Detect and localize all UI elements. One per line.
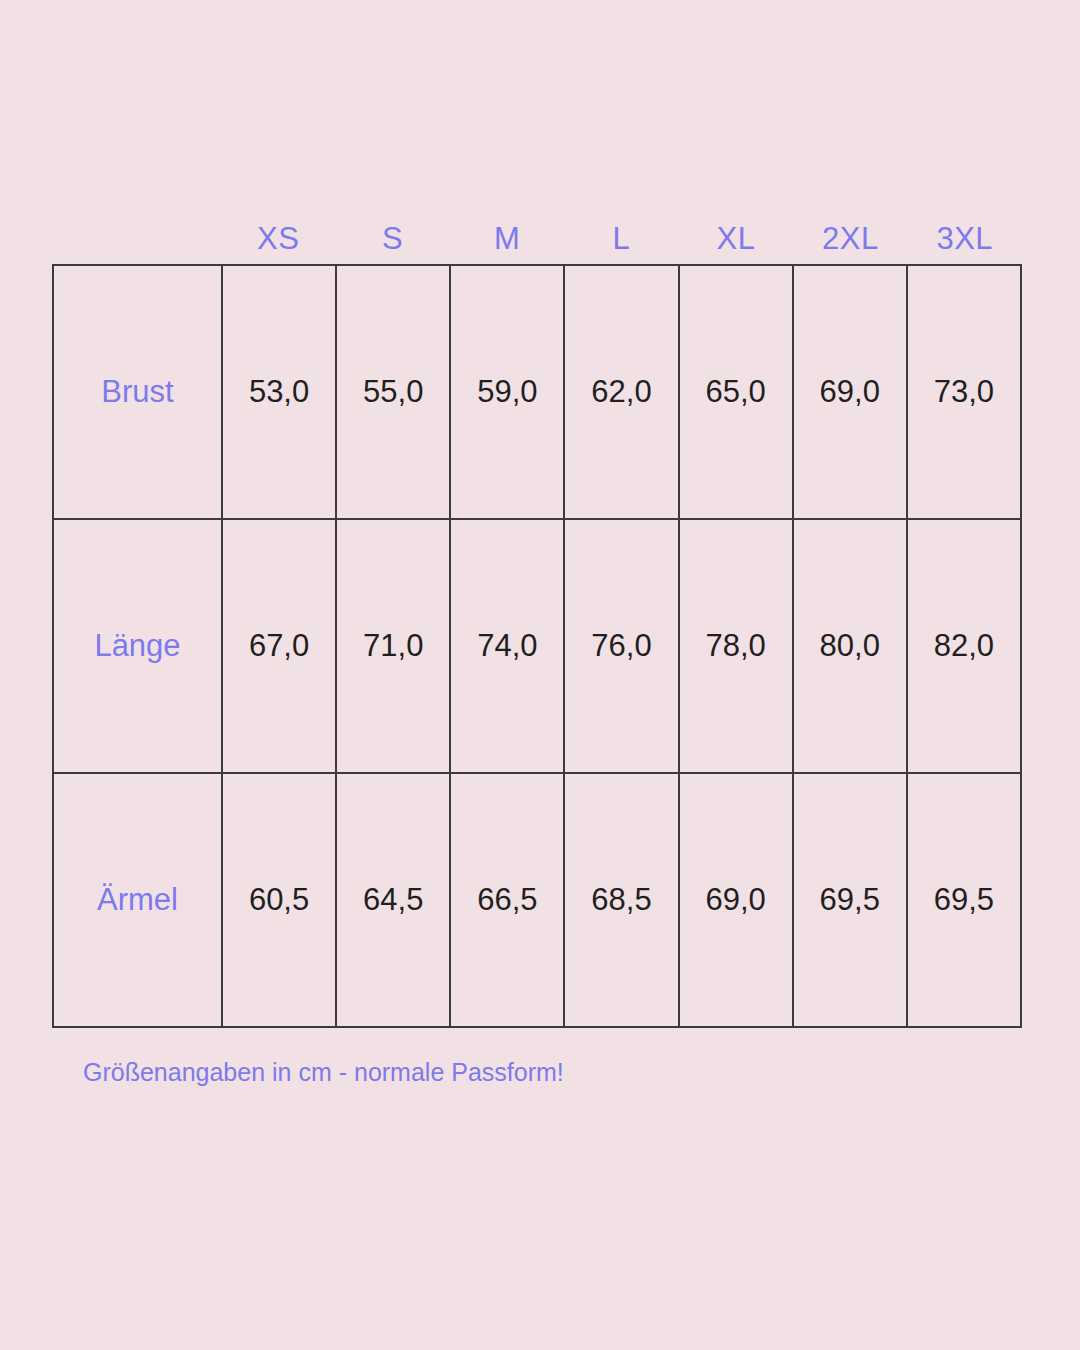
value-cell: 69,5 bbox=[907, 773, 1021, 1027]
value-cell: 69,0 bbox=[679, 773, 793, 1027]
value-cell: 71,0 bbox=[336, 519, 450, 773]
size-header-row: XSSMLXL2XL3XL bbox=[52, 214, 1022, 264]
size-header-3xl: 3XL bbox=[908, 221, 1022, 257]
size-header-xl: XL bbox=[679, 221, 793, 257]
row-label: Ärmel bbox=[53, 773, 222, 1027]
size-header-xs: XS bbox=[221, 221, 335, 257]
value-cell: 80,0 bbox=[793, 519, 907, 773]
value-cell: 69,5 bbox=[793, 773, 907, 1027]
value-cell: 53,0 bbox=[222, 265, 336, 519]
value-cell: 73,0 bbox=[907, 265, 1021, 519]
value-cell: 55,0 bbox=[336, 265, 450, 519]
table-row: Länge67,071,074,076,078,080,082,0 bbox=[53, 519, 1021, 773]
value-cell: 78,0 bbox=[679, 519, 793, 773]
size-table: Brust53,055,059,062,065,069,073,0Länge67… bbox=[52, 264, 1022, 1028]
row-label: Brust bbox=[53, 265, 222, 519]
size-chart: XSSMLXL2XL3XL Brust53,055,059,062,065,06… bbox=[52, 214, 1022, 1028]
value-cell: 74,0 bbox=[450, 519, 564, 773]
value-cell: 68,5 bbox=[564, 773, 678, 1027]
value-cell: 76,0 bbox=[564, 519, 678, 773]
table-row: Ärmel60,564,566,568,569,069,569,5 bbox=[53, 773, 1021, 1027]
value-cell: 60,5 bbox=[222, 773, 336, 1027]
value-cell: 64,5 bbox=[336, 773, 450, 1027]
table-row: Brust53,055,059,062,065,069,073,0 bbox=[53, 265, 1021, 519]
value-cell: 82,0 bbox=[907, 519, 1021, 773]
value-cell: 67,0 bbox=[222, 519, 336, 773]
row-label: Länge bbox=[53, 519, 222, 773]
size-table-body: Brust53,055,059,062,065,069,073,0Länge67… bbox=[53, 265, 1021, 1027]
size-header-s: S bbox=[335, 221, 449, 257]
size-header-l: L bbox=[564, 221, 678, 257]
value-cell: 62,0 bbox=[564, 265, 678, 519]
size-header-2xl: 2XL bbox=[793, 221, 907, 257]
size-header-m: M bbox=[450, 221, 564, 257]
value-cell: 65,0 bbox=[679, 265, 793, 519]
size-chart-footnote: Größenangaben in cm - normale Passform! bbox=[83, 1058, 564, 1087]
value-cell: 59,0 bbox=[450, 265, 564, 519]
value-cell: 69,0 bbox=[793, 265, 907, 519]
value-cell: 66,5 bbox=[450, 773, 564, 1027]
